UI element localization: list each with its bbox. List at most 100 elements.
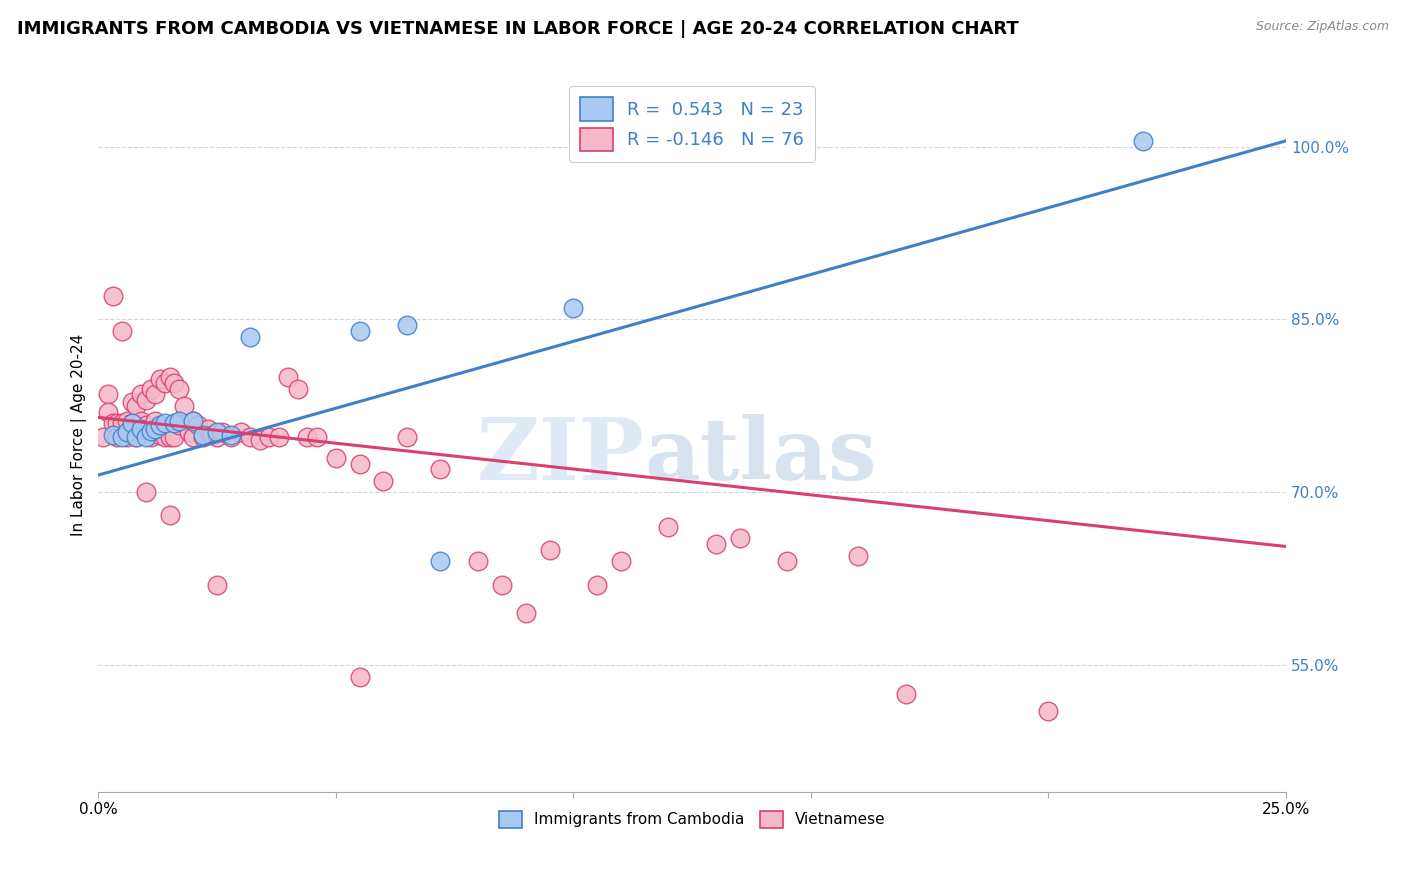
Text: ZIP: ZIP bbox=[477, 414, 644, 498]
Point bbox=[129, 422, 152, 436]
Point bbox=[197, 422, 219, 436]
Point bbox=[205, 577, 228, 591]
Point bbox=[153, 416, 176, 430]
Point bbox=[143, 414, 166, 428]
Point bbox=[111, 324, 134, 338]
Point bbox=[125, 430, 148, 444]
Point bbox=[187, 418, 209, 433]
Point bbox=[704, 537, 727, 551]
Point bbox=[728, 532, 751, 546]
Point bbox=[135, 430, 157, 444]
Point bbox=[211, 425, 233, 440]
Point bbox=[97, 404, 120, 418]
Point bbox=[129, 414, 152, 428]
Point bbox=[205, 425, 228, 440]
Point bbox=[149, 418, 172, 433]
Point bbox=[115, 430, 138, 444]
Point bbox=[149, 372, 172, 386]
Point bbox=[183, 414, 205, 428]
Point bbox=[562, 301, 585, 315]
Point bbox=[221, 427, 243, 442]
Legend: Immigrants from Cambodia, Vietnamese: Immigrants from Cambodia, Vietnamese bbox=[492, 805, 891, 834]
Point bbox=[221, 430, 243, 444]
Text: atlas: atlas bbox=[644, 414, 877, 498]
Point bbox=[183, 414, 205, 428]
Point bbox=[121, 395, 143, 409]
Point bbox=[349, 457, 371, 471]
Point bbox=[135, 418, 157, 433]
Point bbox=[467, 554, 489, 568]
Point bbox=[586, 577, 609, 591]
Point bbox=[515, 607, 537, 621]
Point bbox=[139, 382, 162, 396]
Point bbox=[491, 577, 513, 591]
Point bbox=[135, 485, 157, 500]
Point bbox=[121, 422, 143, 436]
Point bbox=[125, 430, 148, 444]
Point bbox=[139, 430, 162, 444]
Point bbox=[325, 450, 347, 465]
Point bbox=[167, 382, 190, 396]
Point bbox=[429, 554, 451, 568]
Point bbox=[259, 430, 281, 444]
Point bbox=[297, 430, 319, 444]
Point bbox=[163, 416, 186, 430]
Point bbox=[183, 430, 205, 444]
Y-axis label: In Labor Force | Age 20-24: In Labor Force | Age 20-24 bbox=[72, 334, 87, 536]
Point bbox=[173, 399, 195, 413]
Point bbox=[115, 425, 138, 440]
Point bbox=[121, 416, 143, 430]
Point bbox=[91, 430, 114, 444]
Point bbox=[657, 520, 679, 534]
Point bbox=[277, 370, 299, 384]
Point bbox=[373, 474, 395, 488]
Point bbox=[101, 427, 124, 442]
Point bbox=[177, 425, 200, 440]
Point bbox=[97, 387, 120, 401]
Point bbox=[429, 462, 451, 476]
Point bbox=[239, 430, 262, 444]
Point bbox=[396, 430, 419, 444]
Point bbox=[129, 387, 152, 401]
Point bbox=[610, 554, 633, 568]
Point bbox=[1038, 704, 1060, 718]
Point bbox=[163, 430, 186, 444]
Point bbox=[894, 687, 917, 701]
Point bbox=[191, 427, 214, 442]
Point bbox=[239, 330, 262, 344]
Point bbox=[848, 549, 870, 563]
Point bbox=[305, 430, 328, 444]
Point bbox=[125, 399, 148, 413]
Point bbox=[105, 416, 128, 430]
Point bbox=[349, 670, 371, 684]
Point bbox=[163, 376, 186, 390]
Point bbox=[111, 430, 134, 444]
Point bbox=[115, 414, 138, 428]
Point bbox=[143, 387, 166, 401]
Point bbox=[1132, 134, 1154, 148]
Point bbox=[159, 370, 181, 384]
Point bbox=[111, 416, 134, 430]
Point bbox=[396, 318, 419, 333]
Text: IMMIGRANTS FROM CAMBODIA VS VIETNAMESE IN LABOR FORCE | AGE 20-24 CORRELATION CH: IMMIGRANTS FROM CAMBODIA VS VIETNAMESE I… bbox=[17, 20, 1018, 37]
Point bbox=[776, 554, 799, 568]
Point bbox=[201, 427, 224, 442]
Point bbox=[135, 393, 157, 408]
Point bbox=[191, 430, 214, 444]
Text: Source: ZipAtlas.com: Source: ZipAtlas.com bbox=[1256, 20, 1389, 33]
Point bbox=[349, 324, 371, 338]
Point bbox=[153, 376, 176, 390]
Point bbox=[121, 416, 143, 430]
Point bbox=[101, 289, 124, 303]
Point bbox=[287, 382, 309, 396]
Point bbox=[153, 430, 176, 444]
Point bbox=[167, 414, 190, 428]
Point bbox=[139, 424, 162, 438]
Point bbox=[143, 422, 166, 436]
Point bbox=[101, 416, 124, 430]
Point bbox=[267, 430, 290, 444]
Point bbox=[229, 425, 252, 440]
Point bbox=[167, 418, 190, 433]
Point bbox=[538, 543, 561, 558]
Point bbox=[149, 427, 172, 442]
